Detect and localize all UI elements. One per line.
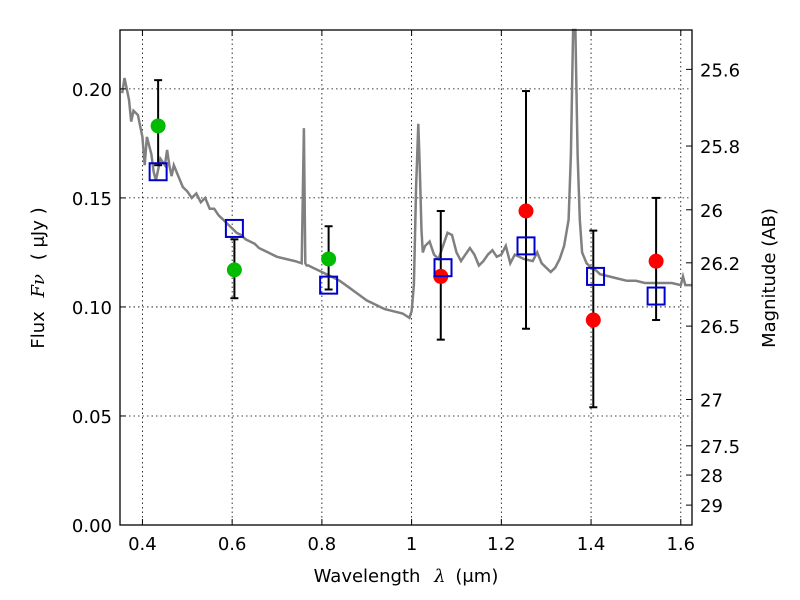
x-tick-label: 0.8 (308, 534, 337, 555)
y-axis-label-text: Flux (28, 311, 49, 349)
x-axis-label-text: Wavelength (314, 566, 421, 587)
data-point (518, 203, 534, 219)
plot-frame (119, 29, 693, 526)
errorbars (154, 79, 661, 409)
model-point (319, 275, 339, 295)
y2-axis-label: Magnitude (AB) (759, 208, 780, 348)
model-point (148, 162, 168, 182)
y-tick-label: 0.05 (72, 407, 112, 428)
x-tick-label: 1.2 (487, 534, 516, 555)
mag-tick-label: 27 (700, 391, 723, 412)
x-axis-label-units: (μm) (455, 566, 498, 587)
mag-tick-label: 25.6 (700, 60, 740, 81)
y-tick-label: 0.20 (72, 80, 112, 101)
data-point (648, 253, 664, 269)
mag-tick-label: 27.5 (700, 437, 740, 458)
model-point (516, 236, 536, 256)
x-axis-label-symbol: λ (433, 566, 445, 587)
y-tick-label: 0.10 (72, 298, 112, 319)
mag-tick-label: 28 (700, 466, 723, 487)
data-point (321, 251, 337, 267)
model-point (224, 218, 244, 238)
data-point (150, 118, 166, 134)
x-axis-label: Wavelength λ (μm) (314, 566, 499, 587)
y-axis-label-symbol: Fν (28, 274, 49, 298)
mag-tick-label: 29 (700, 496, 723, 517)
y-tick-label: 0.00 (72, 516, 112, 537)
spectrum-layer (120, 28, 692, 320)
model-point (646, 286, 666, 306)
y-axis-label: Flux Fν ( μJy ) (28, 207, 49, 348)
y-axis-label-units: ( μJy ) (28, 207, 49, 260)
data-point (585, 312, 601, 328)
mag-tick-label: 26.2 (700, 254, 740, 275)
mag-tick-label: 26 (700, 201, 723, 222)
mag-tick-label: 26.5 (700, 317, 740, 338)
x-tick-label: 0.4 (128, 534, 157, 555)
x-tick-label: 1.6 (666, 534, 695, 555)
markers (148, 118, 666, 328)
ticks: 0.4 0.6 0.8 1 1.2 1.4 1.6 0.00 0.05 0.10 0.15 0.20 2… (72, 30, 740, 555)
x-tick-label: 1.4 (577, 534, 606, 555)
mag-tick-label: 25.8 (700, 137, 740, 158)
model-point (433, 258, 453, 278)
grid (120, 30, 692, 526)
y-tick-label: 0.15 (72, 189, 112, 210)
spectrum-line (120, 28, 692, 320)
x-tick-label: 1 (406, 534, 417, 555)
model-point (586, 266, 606, 286)
x-tick-label: 0.6 (218, 534, 247, 555)
data-point (226, 262, 242, 278)
